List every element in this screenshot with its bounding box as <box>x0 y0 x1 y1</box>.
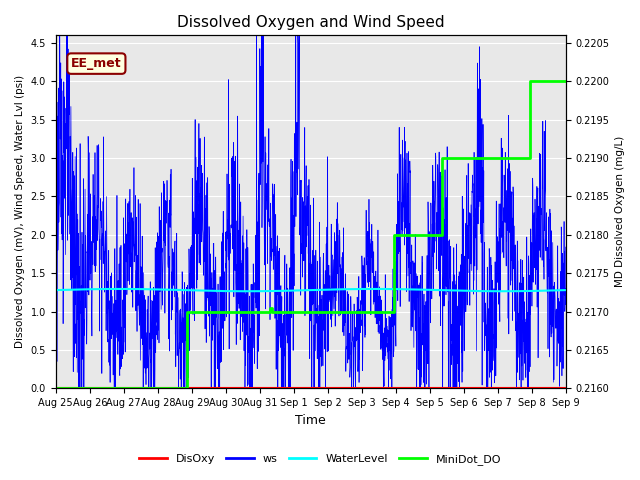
Text: EE_met: EE_met <box>71 57 122 70</box>
Title: Dissolved Oxygen and Wind Speed: Dissolved Oxygen and Wind Speed <box>177 15 445 30</box>
Y-axis label: MD Dissolved Oxygen (mg/L): MD Dissolved Oxygen (mg/L) <box>615 136 625 288</box>
X-axis label: Time: Time <box>296 414 326 427</box>
Legend: DisOxy, ws, WaterLevel, MiniDot_DO: DisOxy, ws, WaterLevel, MiniDot_DO <box>134 450 506 469</box>
Y-axis label: Dissolved Oxygen (mV), Wind Speed, Water Lvl (psi): Dissolved Oxygen (mV), Wind Speed, Water… <box>15 75 25 348</box>
